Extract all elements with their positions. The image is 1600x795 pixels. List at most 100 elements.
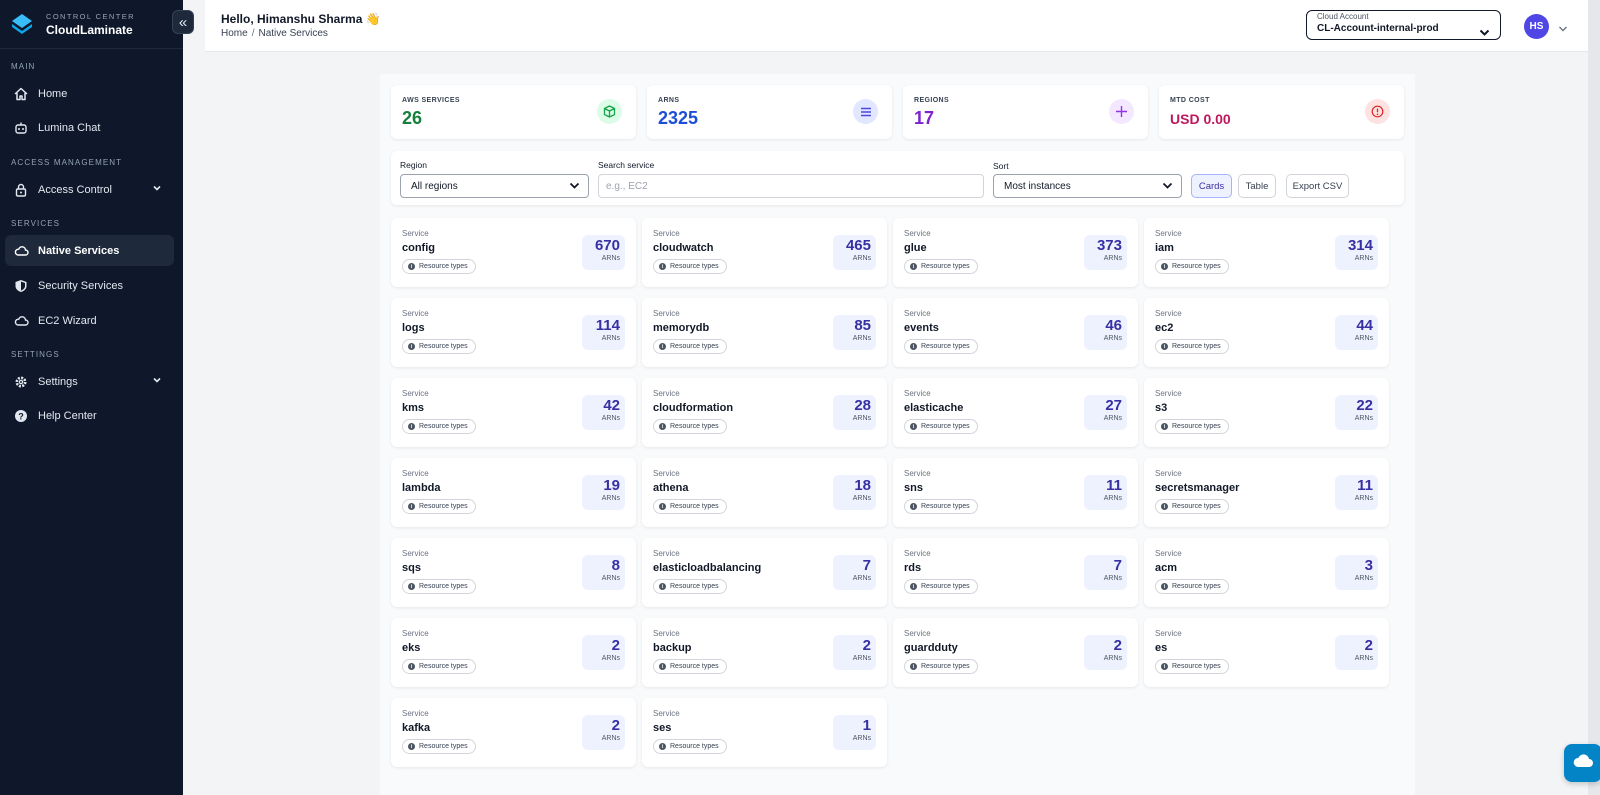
breadcrumb-home-link[interactable]: Home (221, 28, 248, 39)
service-kicker: Service (402, 229, 429, 238)
view-table-button[interactable]: Table (1238, 174, 1276, 198)
resource-types-button[interactable]: i Resource types (904, 339, 978, 354)
sidebar-item-lumina-chat[interactable]: Lumina Chat (5, 112, 174, 143)
arn-count: 11 (1106, 477, 1122, 494)
sidebar-item-security-services[interactable]: Security Services (5, 270, 174, 301)
resource-types-button[interactable]: i Resource types (1155, 339, 1229, 354)
region-select[interactable]: All regions (400, 174, 589, 198)
arn-unit: ARNs (1354, 655, 1373, 662)
service-card[interactable]: Service sns i Resource types 11 ARNs (893, 458, 1138, 527)
region-label: Region (400, 160, 427, 170)
resource-types-button[interactable]: i Resource types (904, 259, 978, 274)
cloud-icon (1572, 753, 1594, 774)
service-kicker: Service (402, 709, 429, 718)
view-cards-button[interactable]: Cards (1191, 174, 1232, 198)
resource-types-button[interactable]: i Resource types (402, 659, 476, 674)
service-card[interactable]: Service elasticloadbalancing i Resource typ… (642, 538, 887, 607)
resource-types-button[interactable]: i Resource types (402, 499, 476, 514)
resource-types-button[interactable]: i Resource types (402, 339, 476, 354)
greeting: Hello, Himanshu Sharma 👋 (221, 12, 381, 26)
cloud-account-value: CL-Account-internal-prod (1317, 23, 1439, 34)
search-input[interactable] (598, 174, 984, 198)
service-name: glue (904, 242, 927, 254)
service-card[interactable]: Service acm i Resource types 3 ARNs (1144, 538, 1389, 607)
service-card[interactable]: Service kms i Resource types 42 ARNs (391, 378, 636, 447)
resource-types-button[interactable]: i Resource types (1155, 499, 1229, 514)
sidebar-item-help-center[interactable]: ? Help Center (5, 400, 174, 431)
sort-select-value: Most instances (1004, 181, 1071, 192)
service-card[interactable]: Service es i Resource types 2 ARNs (1144, 618, 1389, 687)
resource-types-button[interactable]: i Resource types (402, 579, 476, 594)
service-card[interactable]: Service secretsmanager i Resource types 11 AR… (1144, 458, 1389, 527)
arn-count-badge: 373 ARNs (1084, 235, 1127, 270)
arn-count-badge: 8 ARNs (582, 555, 625, 590)
service-card[interactable]: Service rds i Resource types 7 ARNs (893, 538, 1138, 607)
arn-count-badge: 11 ARNs (1335, 475, 1378, 510)
brand-subtitle: CONTROL CENTER (46, 11, 135, 21)
resource-types-button[interactable]: i Resource types (653, 259, 727, 274)
info-icon: i (408, 663, 415, 670)
service-card[interactable]: Service glue i Resource types 373 ARNs (893, 218, 1138, 287)
service-card[interactable]: Service eks i Resource types 2 ARNs (391, 618, 636, 687)
service-card[interactable]: Service elasticache i Resource types 27 ARNs (893, 378, 1138, 447)
service-card[interactable]: Service ec2 i Resource types 44 ARNs (1144, 298, 1389, 367)
avatar[interactable]: HS (1524, 14, 1549, 39)
sort-select[interactable]: Most instances (993, 174, 1182, 198)
help-icon: ? (13, 408, 29, 424)
sidebar-item-home[interactable]: Home (5, 78, 174, 109)
service-name: events (904, 322, 939, 334)
service-name: config (402, 242, 435, 254)
resource-types-button[interactable]: i Resource types (402, 259, 476, 274)
service-card[interactable]: Service guardduty i Resource types 2 ARNs (893, 618, 1138, 687)
cloud-assistant-button[interactable] (1564, 744, 1600, 782)
breadcrumb-separator: / (251, 28, 255, 39)
resource-types-button[interactable]: i Resource types (402, 419, 476, 434)
service-card[interactable]: Service memorydb i Resource types 85 ARNs (642, 298, 887, 367)
resource-types-button[interactable]: i Resource types (904, 579, 978, 594)
service-card[interactable]: Service athena i Resource types 18 ARNs (642, 458, 887, 527)
service-card[interactable]: Service events i Resource types 46 ARNs (893, 298, 1138, 367)
info-icon: i (1161, 663, 1168, 670)
service-card[interactable]: Service lambda i Resource types 19 ARNs (391, 458, 636, 527)
user-menu-chevron-icon[interactable] (1558, 20, 1568, 38)
resource-types-button[interactable]: i Resource types (904, 419, 978, 434)
export-csv-button[interactable]: Export CSV (1286, 174, 1349, 198)
resource-types-button[interactable]: i Resource types (653, 499, 727, 514)
service-card[interactable]: Service s3 i Resource types 22 ARNs (1144, 378, 1389, 447)
service-card[interactable]: Service sqs i Resource types 8 ARNs (391, 538, 636, 607)
resource-types-button[interactable]: i Resource types (904, 499, 978, 514)
sidebar-item-native-services[interactable]: Native Services (5, 235, 174, 266)
resource-types-button[interactable]: i Resource types (653, 739, 727, 754)
resource-types-button[interactable]: i Resource types (653, 419, 727, 434)
list-icon (853, 99, 878, 124)
service-card[interactable]: Service backup i Resource types 2 ARNs (642, 618, 887, 687)
sidebar-item-settings[interactable]: Settings (5, 366, 174, 397)
sidebar-item-ec2-wizard[interactable]: EC2 Wizard (5, 305, 174, 336)
cloud-account-select[interactable]: Cloud Account CL-Account-internal-prod (1306, 10, 1501, 40)
arn-unit: ARNs (1354, 335, 1373, 342)
resource-types-button[interactable]: i Resource types (1155, 579, 1229, 594)
resource-types-button[interactable]: i Resource types (653, 659, 727, 674)
resource-types-button[interactable]: i Resource types (1155, 659, 1229, 674)
sort-label: Sort (993, 161, 1009, 171)
service-card[interactable]: Service iam i Resource types 314 ARNs (1144, 218, 1389, 287)
service-card[interactable]: Service kafka i Resource types 2 ARNs (391, 698, 636, 767)
service-card[interactable]: Service cloudwatch i Resource types 465 ARNs (642, 218, 887, 287)
resource-types-button[interactable]: i Resource types (653, 339, 727, 354)
info-icon: i (910, 423, 917, 430)
resource-types-button[interactable]: i Resource types (653, 579, 727, 594)
service-card[interactable]: Service logs i Resource types 114 ARNs (391, 298, 636, 367)
service-card[interactable]: Service ses i Resource types 1 ARNs (642, 698, 887, 767)
resource-types-button[interactable]: i Resource types (1155, 259, 1229, 274)
page-scrollbar[interactable] (1588, 0, 1600, 795)
resource-types-button[interactable]: i Resource types (402, 739, 476, 754)
service-card[interactable]: Service config i Resource types 670 ARNs (391, 218, 636, 287)
resource-types-button[interactable]: i Resource types (904, 659, 978, 674)
service-card[interactable]: Service cloudformation i Resource types 28 AR… (642, 378, 887, 447)
sidebar-item-access-control[interactable]: Access Control (5, 174, 174, 205)
resource-types-label: Resource types (1172, 263, 1221, 270)
collapse-sidebar-button[interactable]: « (172, 10, 194, 34)
service-name: sqs (402, 562, 421, 574)
resource-types-button[interactable]: i Resource types (1155, 419, 1229, 434)
resource-types-label: Resource types (670, 583, 719, 590)
